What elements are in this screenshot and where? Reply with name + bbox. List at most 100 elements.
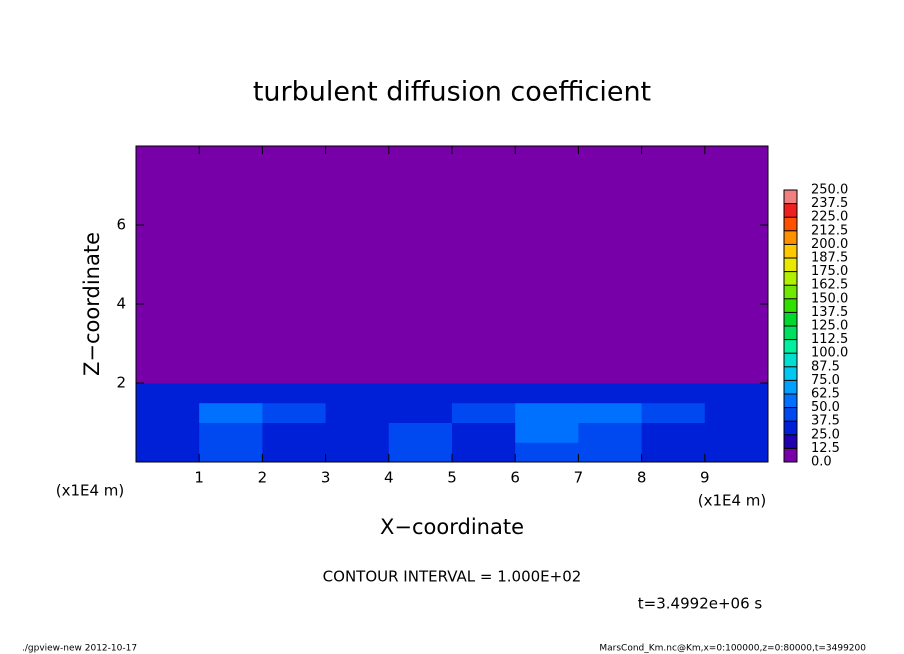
heatmap-cell — [262, 422, 327, 443]
colorbar-label: 62.5 — [811, 387, 840, 402]
colorbar-label: 175.0 — [811, 264, 848, 279]
x-unit-label: (x1E4 m) — [56, 482, 125, 500]
heatmap-cell — [641, 422, 706, 443]
heatmap-cell — [136, 383, 200, 404]
colorbar-swatch — [784, 244, 797, 259]
heatmap-cell — [452, 442, 516, 463]
heatmap-cell — [388, 442, 453, 463]
heatmap-cell — [452, 422, 516, 443]
x-tick-label: 8 — [637, 469, 647, 487]
heatmap-cell — [262, 402, 327, 423]
heatmap-cell — [262, 442, 327, 463]
heatmap-cell — [704, 383, 769, 404]
colorbar-swatch — [784, 285, 797, 300]
colorbar-swatch — [784, 407, 797, 422]
colorbar-label: 100.0 — [811, 346, 848, 361]
heatmap-cell — [199, 146, 263, 384]
y-tick-label: 2 — [116, 374, 126, 392]
colorbar-swatch — [784, 380, 797, 395]
colorbar-label: 187.5 — [811, 251, 848, 266]
colorbar-label: 25.0 — [811, 427, 840, 442]
colorbar-label: 237.5 — [811, 196, 848, 211]
heatmap-cell — [388, 383, 453, 404]
colorbar-label: 75.0 — [811, 373, 840, 388]
x-tick-label: 3 — [321, 469, 331, 487]
x-tick-label: 6 — [510, 469, 520, 487]
colorbar-swatch — [784, 366, 797, 381]
heatmap-cell — [325, 442, 390, 463]
heatmap-cell — [704, 422, 769, 443]
colorbar-label: 12.5 — [811, 441, 840, 456]
heatmap-cell — [136, 422, 200, 443]
heatmap-cell — [515, 422, 579, 443]
heatmap-cell — [452, 383, 516, 404]
heatmap-cell — [452, 402, 516, 423]
heatmap-cell — [388, 402, 453, 423]
colorbar-swatch — [784, 421, 797, 436]
x-unit-label: (x1E4 m) — [698, 492, 767, 510]
heatmap-cell — [136, 146, 200, 384]
colorbar-label: 162.5 — [811, 278, 848, 293]
colorbar-swatch — [784, 394, 797, 408]
x-axis-label: X−coordinate — [380, 515, 524, 539]
heatmap-cell — [704, 402, 769, 423]
heatmap-cell — [388, 422, 453, 443]
heatmap-cell — [199, 383, 263, 404]
heatmap-cell — [136, 442, 200, 463]
colorbar-swatch — [784, 353, 797, 368]
colorbar-swatch — [784, 312, 797, 327]
time-label: t=3.4992e+06 s — [638, 595, 763, 613]
colorbar-label: 112.5 — [811, 332, 848, 347]
heatmap-cell — [199, 442, 263, 463]
colorbar-swatch — [784, 217, 797, 232]
x-tick-label: 2 — [258, 469, 268, 487]
heatmap-cell — [199, 402, 263, 423]
colorbar-swatch — [784, 190, 797, 204]
colorbar-swatch — [784, 258, 797, 272]
heatmap-cell — [578, 422, 643, 443]
chart-title: turbulent diffusion coefficient — [253, 77, 651, 108]
colorbar-swatch — [784, 448, 797, 463]
colorbar-label: 250.0 — [811, 183, 848, 198]
heatmap-cell — [641, 383, 706, 404]
heatmap-cell — [704, 442, 769, 463]
colorbar-label: 225.0 — [811, 210, 848, 225]
heatmap-cell — [325, 402, 390, 423]
heatmap-cell — [578, 402, 643, 423]
colorbar-label: 125.0 — [811, 319, 848, 334]
heatmap-cell — [704, 146, 769, 384]
heatmap-cell — [325, 383, 390, 404]
heatmap-cell — [199, 422, 263, 443]
colorbar-swatch — [784, 230, 797, 245]
contour-interval: CONTOUR INTERVAL = 1.000E+02 — [323, 568, 582, 586]
heatmap-cell — [641, 146, 706, 384]
colorbar-label: 50.0 — [811, 400, 840, 415]
heatmap-cell — [641, 402, 706, 423]
heatmap-cell — [641, 442, 706, 463]
colorbar-label: 137.5 — [811, 305, 848, 320]
heatmap-cell — [325, 146, 390, 384]
heatmap-cell — [578, 146, 643, 384]
colorbar-label: 37.5 — [811, 414, 840, 429]
heatmap-cell — [515, 402, 579, 423]
colorbar-swatch — [784, 203, 797, 218]
colorbar-swatch — [784, 298, 797, 313]
colorbar-label: 87.5 — [811, 359, 840, 374]
footer-left: ./gpview-new 2012-10-17 — [22, 644, 137, 654]
heatmap-cell — [515, 442, 579, 463]
heatmap-cell — [262, 383, 327, 404]
x-tick-label: 7 — [574, 469, 584, 487]
heatmap-cell — [515, 383, 579, 404]
x-tick-label: 9 — [700, 469, 710, 487]
colorbar-swatch — [784, 271, 797, 286]
heatmap-cell — [136, 402, 200, 423]
colorbar-swatch — [784, 326, 797, 340]
footer-right: MarsCond_Km.nc@Km,x=0:100000,z=0:80000,t… — [599, 644, 866, 654]
colorbar-swatch — [784, 434, 797, 449]
heatmap-cell — [452, 146, 516, 384]
y-tick-label: 6 — [116, 216, 126, 234]
colorbar-label: 200.0 — [811, 237, 848, 252]
colorbar-label: 150.0 — [811, 291, 848, 306]
